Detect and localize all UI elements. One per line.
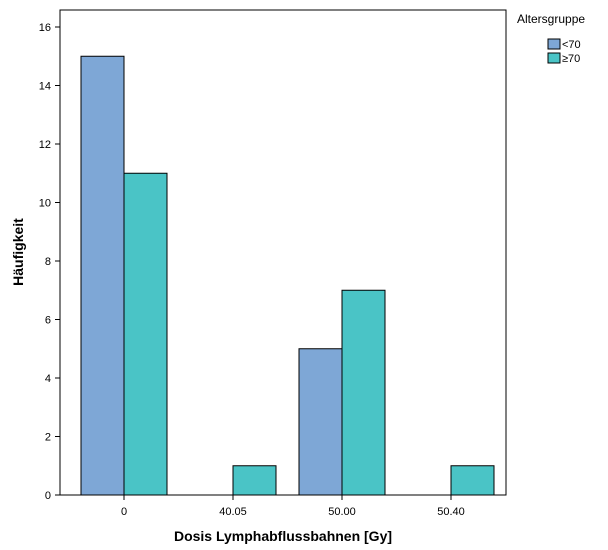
y-tick-label: 0 (45, 490, 51, 502)
y-tick-label: 4 (45, 373, 51, 385)
bar-lt70-50.00 (298, 348, 343, 496)
y-tick-label: 16 (39, 22, 51, 34)
bar-ge70-40.05 (232, 465, 277, 496)
y-tick-label: 14 (39, 81, 51, 93)
y-tick-label: 12 (39, 139, 51, 151)
x-tick-label: 40.05 (219, 506, 247, 518)
y-tick-label: 2 (45, 432, 51, 444)
legend-swatch-ge70 (547, 52, 561, 64)
legend-swatch-lt70 (547, 38, 561, 50)
bars (80, 55, 495, 496)
y-tick-label: 10 (39, 198, 51, 210)
x-axis: 0 40.05 50.00 50.40 (121, 495, 465, 518)
x-axis-title: Dosis Lymphabflussbahnen [Gy] (174, 528, 392, 544)
x-tick-label: 50.40 (437, 506, 465, 518)
bar-lt70-0 (80, 55, 125, 496)
legend: Altersgruppe <70 ≥70 (517, 12, 585, 65)
x-tick-label: 50.00 (328, 506, 356, 518)
y-axis: 0 2 4 6 8 10 12 14 16 (39, 22, 60, 502)
bar-ge70-50.40 (450, 465, 495, 496)
y-axis-title: Häufigkeit (10, 218, 26, 286)
bar-ge70-0 (123, 172, 168, 496)
legend-label-ge70: ≥70 (562, 53, 580, 65)
y-tick-label: 6 (45, 315, 51, 327)
legend-label-lt70: <70 (562, 39, 581, 51)
bar-ge70-50.00 (341, 289, 386, 496)
x-tick-label: 0 (121, 506, 127, 518)
y-tick-label: 8 (45, 256, 51, 268)
legend-title: Altersgruppe (517, 12, 585, 26)
